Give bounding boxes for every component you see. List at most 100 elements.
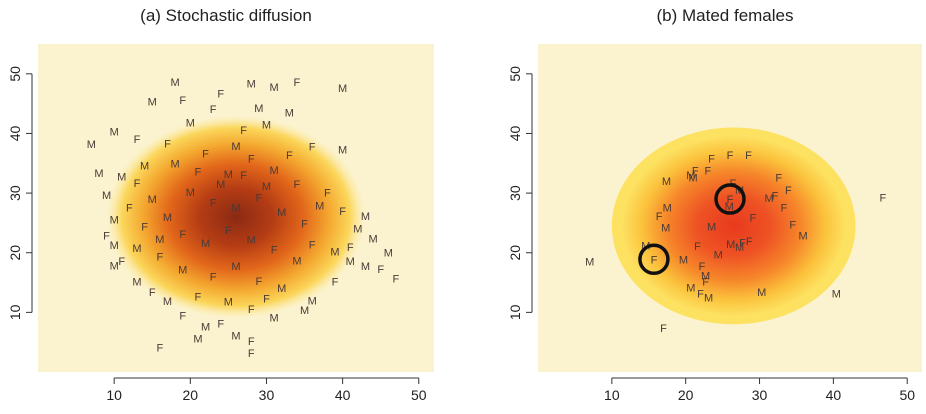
male-marker: M xyxy=(231,331,240,343)
female-marker: F xyxy=(294,179,301,191)
male-marker: M xyxy=(757,287,766,299)
male-marker: M xyxy=(346,256,355,268)
female-marker: F xyxy=(134,178,141,190)
male-marker: M xyxy=(292,255,301,267)
x-tick-label: 30 xyxy=(259,387,275,403)
female-marker: F xyxy=(248,304,255,316)
male-marker: M xyxy=(308,295,317,307)
y-tick-label: 50 xyxy=(507,66,523,82)
male-marker: M xyxy=(300,305,309,317)
male-marker: M xyxy=(585,257,594,269)
female-marker: F xyxy=(286,150,293,162)
panel-b-title: (b) Mated females xyxy=(656,6,794,25)
male-marker: M xyxy=(148,194,157,206)
female-marker: F xyxy=(195,291,202,303)
male-marker: M xyxy=(662,176,671,188)
female-marker: F xyxy=(785,185,792,197)
male-marker: M xyxy=(170,158,179,170)
male-marker: M xyxy=(714,250,723,262)
female-marker: F xyxy=(739,238,746,250)
female-marker: F xyxy=(694,241,701,253)
female-marker: F xyxy=(210,272,217,284)
female-marker: F xyxy=(248,336,255,348)
male-marker: M xyxy=(361,211,370,223)
male-marker: M xyxy=(338,145,347,157)
male-marker: M xyxy=(285,108,294,120)
male-marker: M xyxy=(148,96,157,108)
y-tick-label: 30 xyxy=(507,185,523,201)
y-tick-label: 20 xyxy=(507,245,523,261)
density-heatmap xyxy=(611,127,856,325)
male-marker: M xyxy=(269,313,278,325)
panel-a-title: (a) Stochastic diffusion xyxy=(140,6,312,25)
male-marker: M xyxy=(231,141,240,153)
male-marker: M xyxy=(277,283,286,295)
female-marker: F xyxy=(775,173,782,185)
female-marker: F xyxy=(164,139,171,151)
x-tick-label: 20 xyxy=(183,387,199,403)
male-marker: M xyxy=(262,120,271,132)
male-marker: M xyxy=(117,171,126,183)
male-marker: M xyxy=(201,322,210,334)
male-marker: M xyxy=(765,193,774,205)
male-marker: M xyxy=(338,83,347,95)
male-marker: M xyxy=(368,233,377,245)
male-marker: M xyxy=(661,223,670,235)
male-marker: M xyxy=(132,276,141,288)
female-marker: F xyxy=(651,254,658,266)
male-marker: M xyxy=(87,139,96,151)
female-marker: F xyxy=(240,125,247,137)
y-tick-label: 40 xyxy=(7,125,23,141)
female-marker: F xyxy=(750,213,757,225)
male-marker: M xyxy=(231,261,240,273)
female-marker: F xyxy=(255,192,262,204)
female-marker: F xyxy=(134,134,141,146)
female-marker: F xyxy=(309,239,316,251)
female-marker: F xyxy=(225,225,232,237)
female-marker: F xyxy=(255,276,262,288)
female-marker: F xyxy=(339,206,346,218)
female-marker: F xyxy=(179,310,186,322)
male-marker: M xyxy=(735,242,744,254)
male-marker: M xyxy=(330,247,339,259)
female-marker: F xyxy=(156,343,163,355)
highlight-circle xyxy=(714,183,746,215)
female-marker: F xyxy=(263,294,270,306)
female-marker: F xyxy=(126,202,133,214)
female-marker: F xyxy=(179,229,186,241)
male-marker: M xyxy=(102,190,111,202)
female-marker: F xyxy=(271,245,278,257)
male-marker: M xyxy=(725,201,734,213)
male-marker: M xyxy=(262,181,271,193)
y-tick-label: 30 xyxy=(7,185,23,201)
male-marker: M xyxy=(688,173,697,185)
y-tick-label: 10 xyxy=(7,304,23,320)
male-marker: M xyxy=(686,282,695,294)
male-marker: M xyxy=(315,201,324,213)
y-tick-label: 10 xyxy=(507,304,523,320)
y-tick-label: 40 xyxy=(507,125,523,141)
male-marker: M xyxy=(832,288,841,300)
female-marker: F xyxy=(202,149,209,161)
female-marker: F xyxy=(697,288,704,300)
female-marker: F xyxy=(656,211,663,223)
male-marker: M xyxy=(155,234,164,246)
female-marker: F xyxy=(789,220,796,232)
female-marker: F xyxy=(727,194,734,206)
male-marker: M xyxy=(140,161,149,173)
male-marker: M xyxy=(201,238,210,250)
female-marker: F xyxy=(746,236,753,248)
x-tick-label: 10 xyxy=(604,387,620,403)
male-marker: M xyxy=(170,77,179,89)
female-marker: F xyxy=(781,202,788,214)
male-marker: M xyxy=(726,239,735,251)
male-marker: M xyxy=(163,296,172,308)
x-tick-label: 30 xyxy=(752,387,768,403)
male-marker: M xyxy=(186,187,195,199)
female-marker: F xyxy=(156,251,163,263)
male-marker: M xyxy=(247,78,256,90)
female-marker: F xyxy=(727,150,734,162)
